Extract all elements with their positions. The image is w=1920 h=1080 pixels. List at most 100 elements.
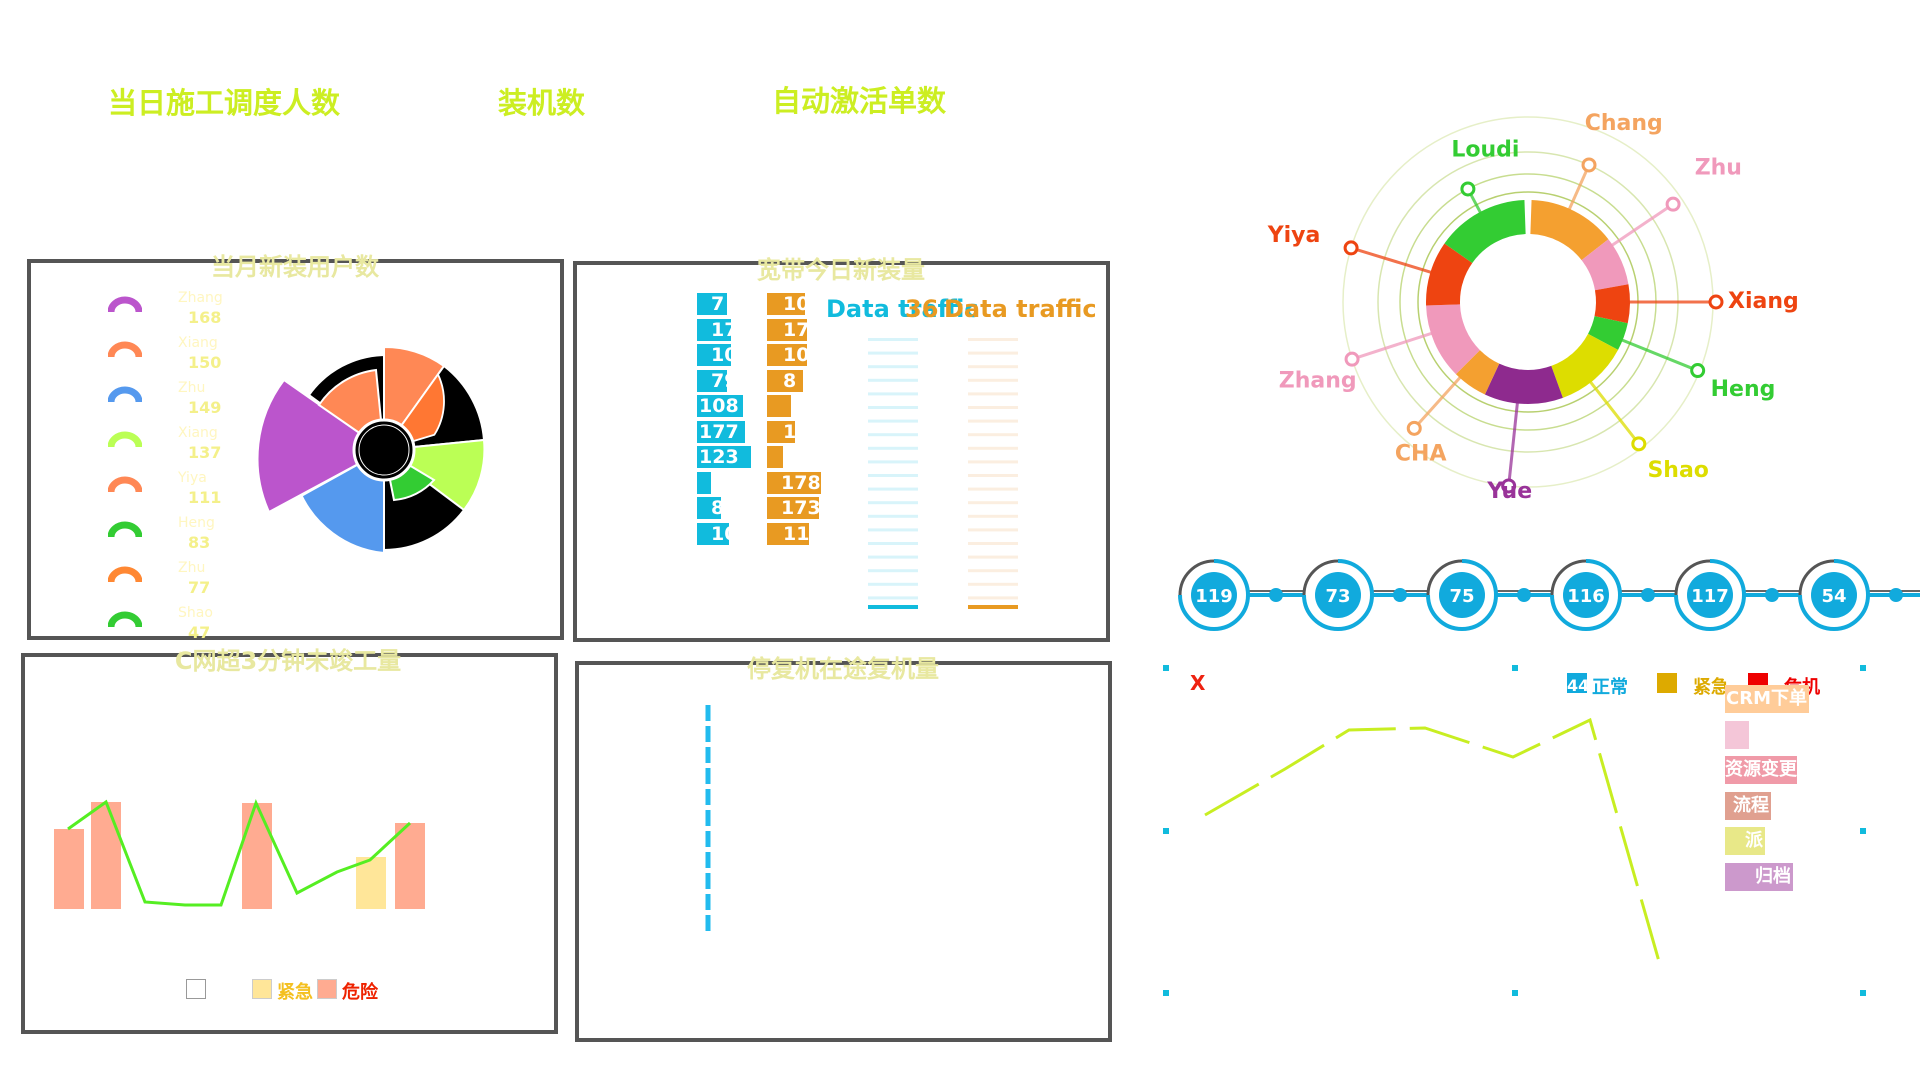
hbar-left[interactable]: 177 <box>697 420 745 443</box>
cnet-legend-urgent[interactable]: 紧急 <box>277 982 313 1003</box>
hbar-right[interactable] <box>767 446 783 468</box>
arc-icon <box>108 566 142 583</box>
crm-process-bar[interactable]: 派 <box>1725 827 1765 855</box>
timeline-node[interactable]: 119 <box>1178 559 1250 631</box>
cnet-legend-danger[interactable]: 危险 <box>342 982 378 1003</box>
crm-process-bar[interactable] <box>1725 720 1749 749</box>
hbar-right[interactable]: 10 <box>767 293 805 315</box>
kpi-install-count-label: 装机数 <box>498 86 586 120</box>
rose-legend-item[interactable]: Heng 83 <box>108 515 268 559</box>
cnet-legend-swatch-danger[interactable] <box>317 979 337 999</box>
ring-spoke-dot <box>1501 478 1517 494</box>
ring-donut-segment <box>1594 284 1630 324</box>
traffic-stripe <box>868 514 918 518</box>
arc-icon <box>108 476 142 493</box>
rose-legend-item[interactable]: Zhu 149 <box>108 380 268 424</box>
traffic-stripe <box>968 392 1018 396</box>
rose-legend-value: 149 <box>188 398 222 417</box>
traffic-stripe <box>968 528 1018 532</box>
cnet-line <box>67 798 412 907</box>
hbar-left[interactable]: 123 <box>697 446 751 468</box>
ring-donut-segment <box>1484 363 1563 404</box>
timeline-node[interactable]: 75 <box>1426 559 1498 631</box>
ring-label: Yue <box>1486 479 1532 504</box>
traffic-stripe <box>968 474 1018 477</box>
hbar-right[interactable]: 173 <box>767 497 819 519</box>
timeline-connector-dot <box>1641 588 1655 602</box>
ring-spoke-dot <box>1460 181 1476 197</box>
hbar-right[interactable]: 17 <box>767 318 807 341</box>
rose-legend-item[interactable]: Xiang 137 <box>108 425 268 469</box>
traffic-stripe <box>968 487 1018 491</box>
hbar-left[interactable] <box>697 471 711 494</box>
hbar-left[interactable]: 108 <box>697 395 743 417</box>
rose-legend-value: 137 <box>188 443 222 462</box>
hbar-left[interactable]: 10 <box>697 522 729 545</box>
timeline-node[interactable]: 73 <box>1302 559 1374 631</box>
hbar-right[interactable]: 1 <box>767 420 795 443</box>
timeline-node-value: 116 <box>1567 586 1605 607</box>
timeline-connector-dot <box>1393 588 1407 602</box>
hbar-left[interactable]: 10 <box>697 344 731 366</box>
ring-label: Zhang <box>1279 368 1357 393</box>
hbar-left[interactable]: 79 <box>697 369 727 392</box>
ring-spoke-dot <box>1690 363 1706 379</box>
rose-legend-item[interactable]: Yiya 111 <box>108 470 268 514</box>
hbar-right[interactable]: 8 <box>767 369 803 392</box>
crm-process-bar[interactable]: 归档 <box>1725 862 1793 891</box>
arc-icon <box>108 611 142 628</box>
ring-label: Xiang <box>1728 289 1799 314</box>
cnet-bar <box>356 857 386 909</box>
legend-urgent[interactable]: 紧急 <box>1693 677 1729 698</box>
rose-legend-item[interactable]: Zhang 168 <box>108 290 268 334</box>
timeline-connector-dot <box>1765 588 1779 602</box>
timeline-node[interactable]: 116 <box>1550 559 1622 631</box>
hbar-left[interactable]: 17 <box>697 318 731 341</box>
traffic-stripe <box>868 433 918 437</box>
traffic-stripe <box>968 555 1018 559</box>
hbar-left[interactable]: 8 <box>697 497 721 519</box>
timeline-node[interactable]: 54 <box>1798 559 1870 631</box>
traffic-stripe <box>868 392 918 396</box>
trend-line <box>1204 717 1664 973</box>
hbar-right[interactable]: 11 <box>767 522 809 545</box>
rose-legend-name: Xiang <box>178 425 218 441</box>
legend-swatch-urgent[interactable] <box>1657 673 1677 693</box>
traffic-stripe <box>968 596 1018 600</box>
traffic-stripe <box>968 351 1018 355</box>
timeline-track: 119 73 75 116 117 54 <box>1178 559 1920 631</box>
timeline-node[interactable]: 117 <box>1674 559 1746 631</box>
hbar-right[interactable]: 10 <box>767 344 807 366</box>
timeline-node-value: 117 <box>1691 586 1729 607</box>
hbar-left[interactable]: 7 <box>697 293 727 315</box>
ring-label: Loudi <box>1451 138 1519 163</box>
arc-icon <box>108 341 142 358</box>
timeline-node-value: 75 <box>1449 586 1474 607</box>
cnet-legend-swatch-urgent[interactable] <box>252 979 272 999</box>
legend-swatch-normal[interactable] <box>1567 673 1587 693</box>
rose-legend-item[interactable]: Shao 47 <box>108 605 268 649</box>
rose-legend-item[interactable]: Xiang 150 <box>108 335 268 379</box>
traffic-stripe <box>868 378 918 382</box>
legend-normal[interactable]: 正常 <box>1592 677 1628 698</box>
ring-donut-segment <box>1581 239 1629 291</box>
traffic-fill <box>868 605 918 609</box>
hbar-right[interactable] <box>767 395 791 417</box>
timeline-connector-dot <box>1517 588 1531 602</box>
traffic-stripe <box>868 351 918 355</box>
crm-process-bar[interactable]: 流程 <box>1725 791 1771 820</box>
traffic-stripe <box>868 582 918 586</box>
panel-monthly-new-users-title: 当月新装用户数 <box>211 253 379 281</box>
crm-process-bar[interactable]: 资源变更 <box>1725 756 1797 784</box>
ring-spoke-dot <box>1708 294 1724 310</box>
cnet-legend-swatch-blank[interactable] <box>186 979 206 999</box>
kpi-auto-activation-label: 自动激活单数 <box>772 84 947 118</box>
crm-process-bar[interactable]: CRM下单 <box>1725 685 1809 713</box>
traffic-stripe <box>868 474 918 477</box>
ring-donut-segment <box>1530 200 1609 261</box>
rose-legend-item[interactable]: Zhu 77 <box>108 560 268 604</box>
hbar-right[interactable]: 178 <box>767 471 821 494</box>
traffic-stripe <box>968 365 1018 369</box>
traffic-fill <box>968 605 1018 609</box>
traffic-stripe <box>868 596 918 600</box>
